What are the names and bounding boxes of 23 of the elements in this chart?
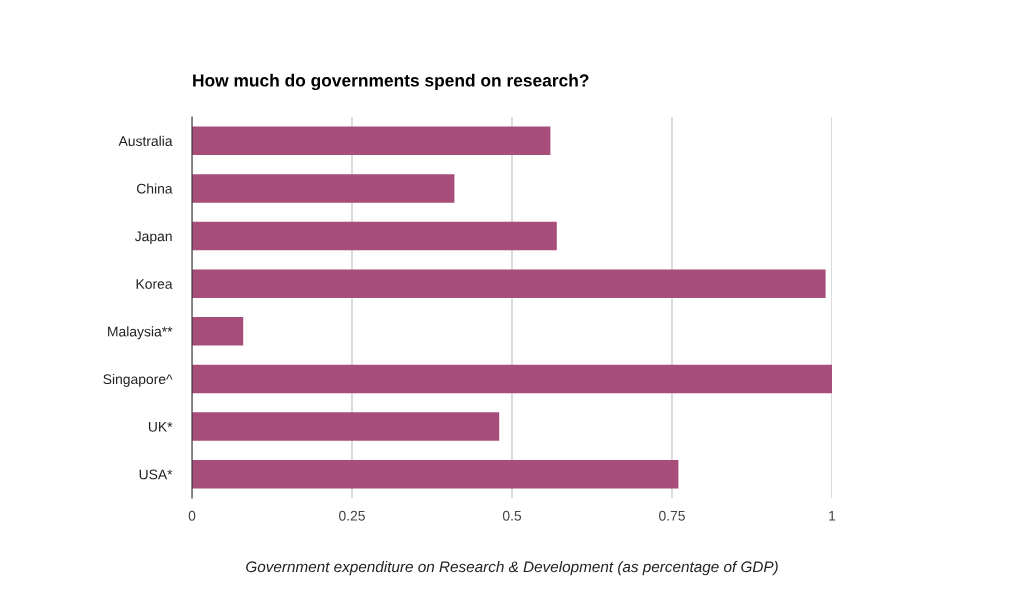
x-tick-label: 0.5 <box>502 510 522 521</box>
chart-title: How much do governments spend on research? <box>193 73 589 91</box>
x-axis-title: Government expenditure on Research & Development (as percentage of GDP) <box>246 560 778 576</box>
y-tick-label: UK* <box>148 422 173 432</box>
y-tick-label: Malaysia** <box>108 326 173 340</box>
x-tick-label: 0.25 <box>339 510 365 521</box>
bar <box>192 317 244 346</box>
bar <box>192 174 455 203</box>
bar <box>192 412 500 441</box>
bar <box>192 221 557 251</box>
y-tick-label: China <box>136 183 173 194</box>
y-tick-label: USA* <box>139 469 173 480</box>
x-tick-label: 0 <box>188 510 196 521</box>
y-tick-label: Australia <box>118 135 173 146</box>
bar <box>192 459 679 489</box>
y-tick-label: Japan <box>134 231 172 244</box>
bar <box>192 269 826 298</box>
x-tick-label: 0.75 <box>659 510 685 521</box>
x-tick-label: 1 <box>829 511 836 521</box>
y-tick-label: Korea <box>136 279 173 289</box>
bar <box>192 126 551 156</box>
y-tick-label: Singapore^ <box>103 373 173 387</box>
bar <box>192 364 832 394</box>
